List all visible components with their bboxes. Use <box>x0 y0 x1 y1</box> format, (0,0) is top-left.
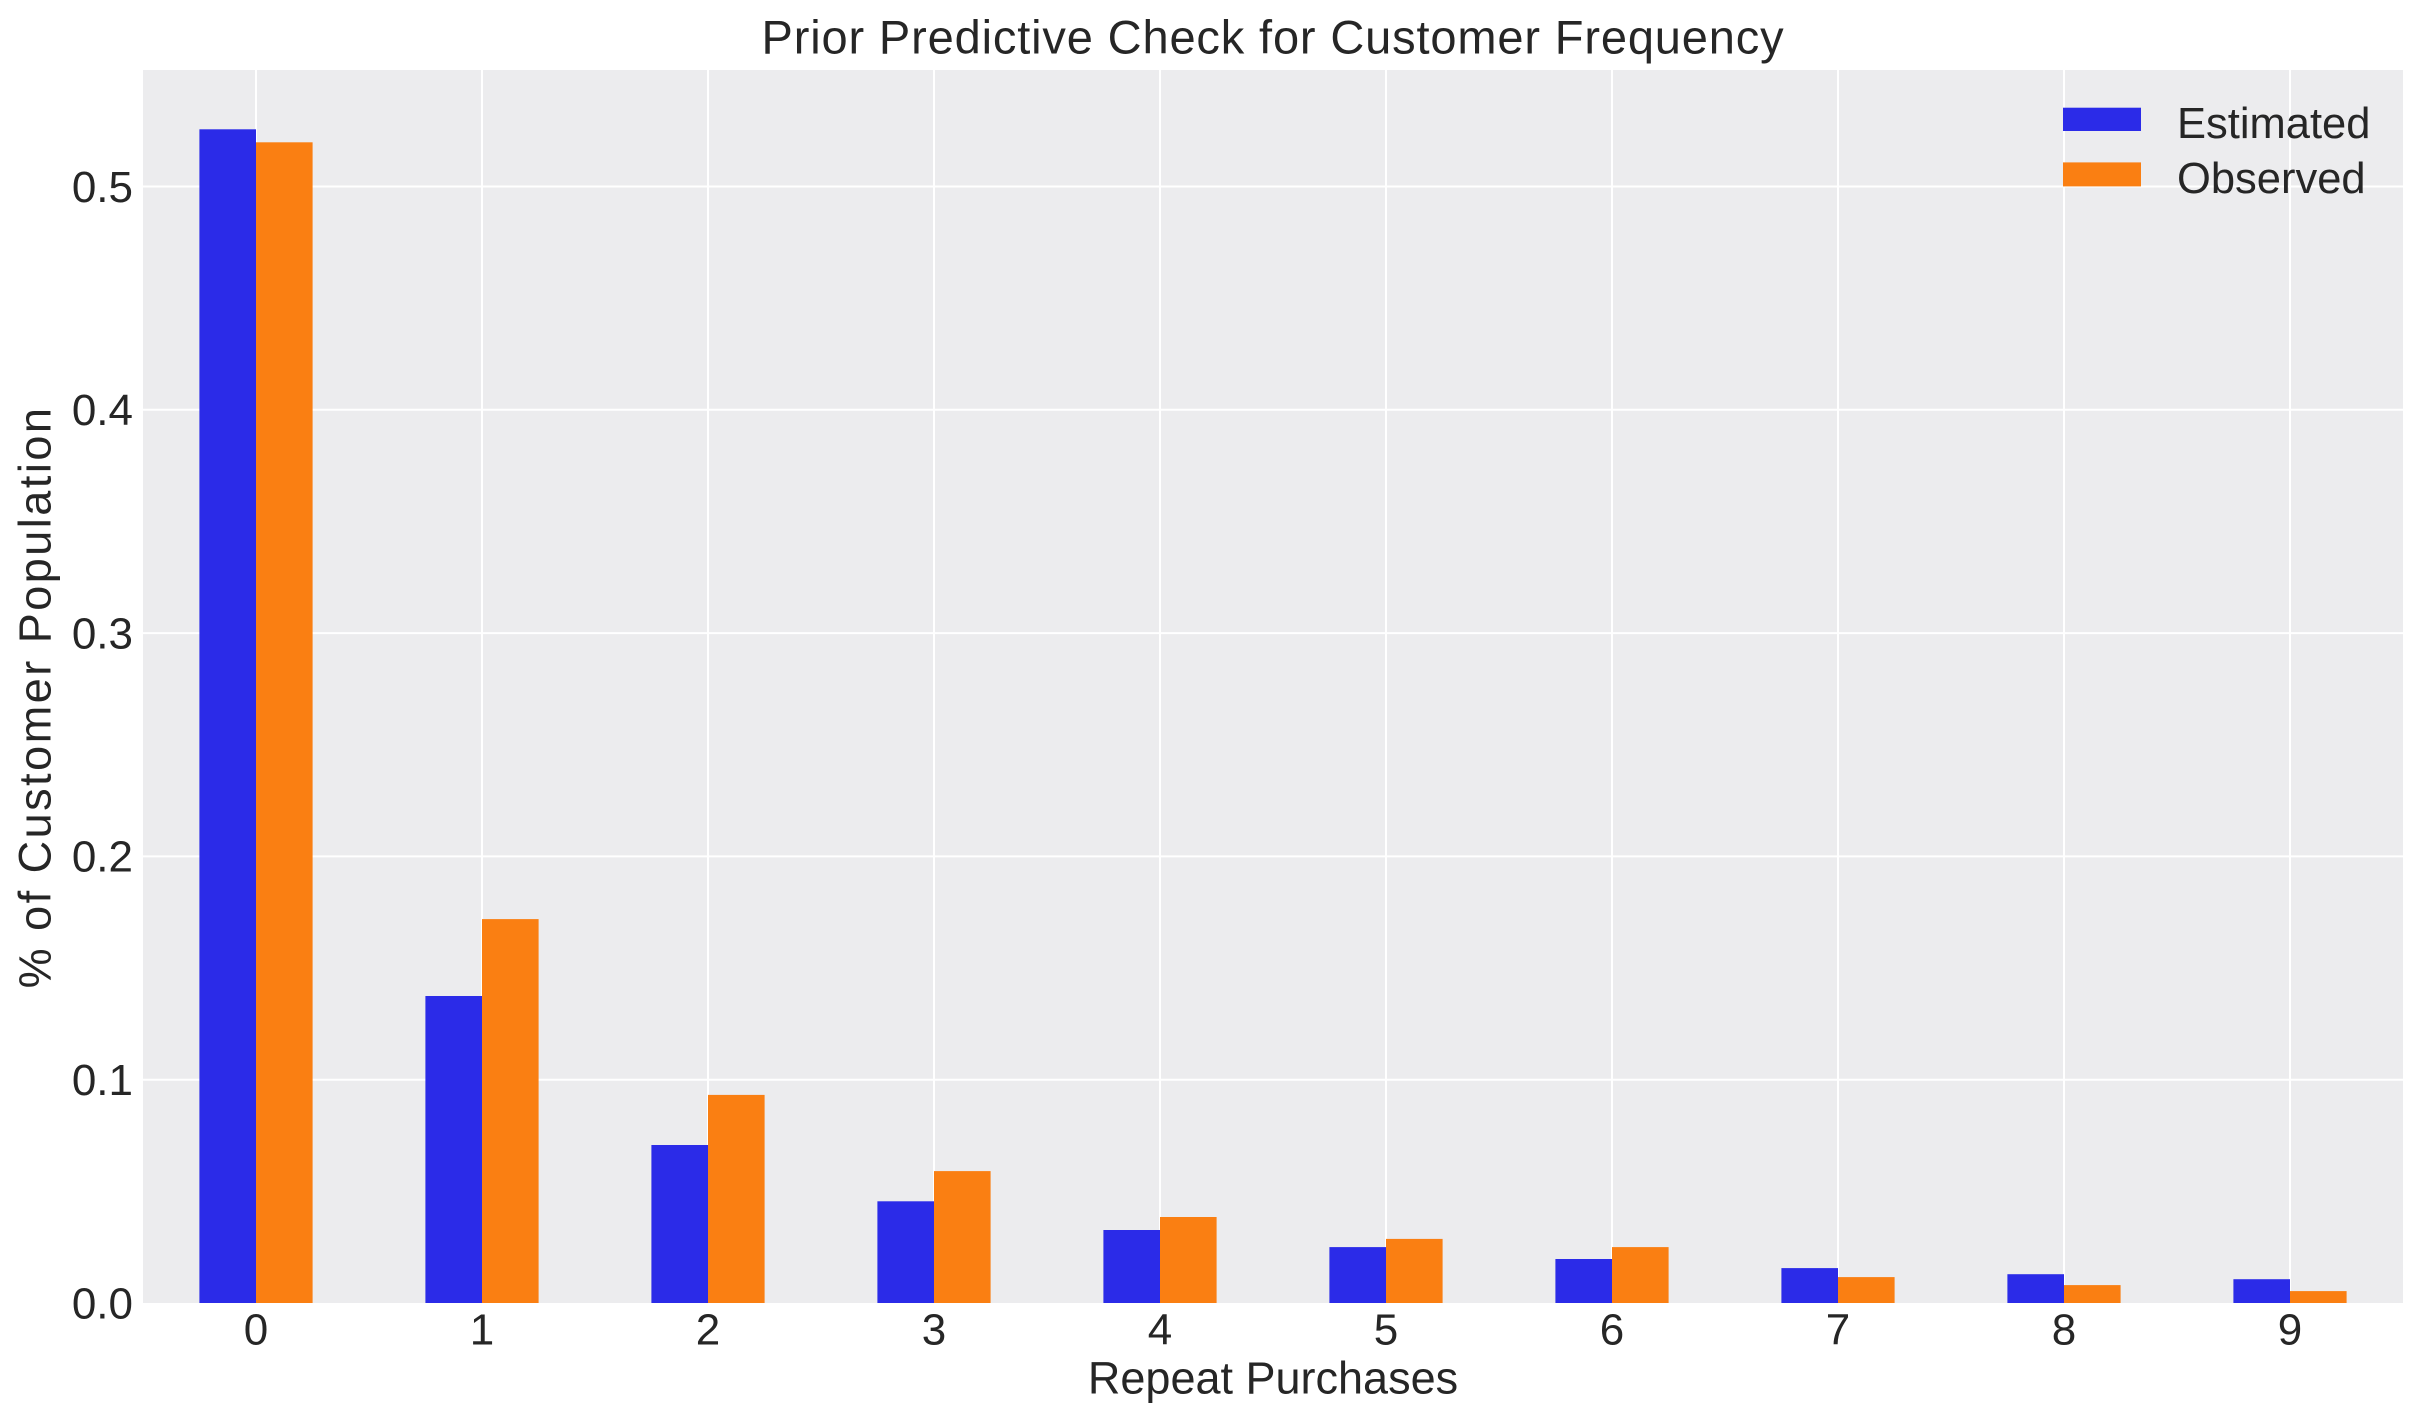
svg-text:0.2: 0.2 <box>72 833 133 882</box>
svg-text:5: 5 <box>1374 1306 1398 1355</box>
svg-text:6: 6 <box>1600 1306 1624 1355</box>
svg-text:1: 1 <box>470 1306 494 1355</box>
svg-text:0.5: 0.5 <box>72 163 133 212</box>
svg-text:Observed: Observed <box>2177 155 2366 203</box>
svg-text:9: 9 <box>2278 1306 2302 1355</box>
svg-text:0.0: 0.0 <box>72 1279 133 1328</box>
svg-text:3: 3 <box>922 1306 946 1355</box>
svg-text:4: 4 <box>1148 1306 1172 1355</box>
svg-text:Prior Predictive Check for Cus: Prior Predictive Check for Customer Freq… <box>762 10 1785 63</box>
svg-text:0.4: 0.4 <box>72 386 133 435</box>
svg-text:0.3: 0.3 <box>72 609 133 658</box>
svg-text:Estimated: Estimated <box>2177 100 2370 148</box>
svg-text:8: 8 <box>2052 1306 2076 1355</box>
svg-text:0.1: 0.1 <box>72 1056 133 1105</box>
svg-text:Repeat Purchases: Repeat Purchases <box>1088 1353 1458 1404</box>
svg-text:7: 7 <box>1826 1306 1850 1355</box>
svg-text:2: 2 <box>696 1306 720 1355</box>
svg-text:% of Customer Population: % of Customer Population <box>10 406 61 989</box>
svg-text:0: 0 <box>244 1306 268 1355</box>
